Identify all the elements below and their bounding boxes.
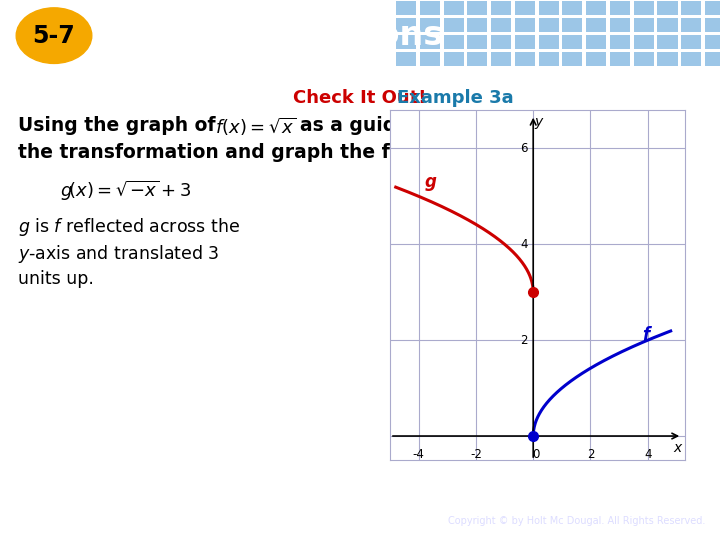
FancyBboxPatch shape (705, 35, 720, 49)
Text: 4: 4 (520, 238, 528, 251)
Text: -2: -2 (470, 448, 482, 461)
Ellipse shape (17, 8, 92, 63)
FancyBboxPatch shape (444, 52, 464, 66)
FancyBboxPatch shape (444, 1, 464, 15)
Text: 0: 0 (532, 448, 539, 461)
Text: 2: 2 (587, 448, 594, 461)
FancyBboxPatch shape (562, 35, 582, 49)
FancyBboxPatch shape (467, 52, 487, 66)
Text: x: x (674, 441, 682, 455)
FancyBboxPatch shape (396, 52, 416, 66)
FancyBboxPatch shape (491, 35, 511, 49)
Text: -4: -4 (413, 448, 425, 461)
Text: f: f (642, 326, 649, 344)
FancyBboxPatch shape (420, 35, 440, 49)
FancyBboxPatch shape (539, 35, 559, 49)
Text: as a guide, describe: as a guide, describe (300, 116, 513, 135)
FancyBboxPatch shape (396, 35, 416, 49)
Text: units up.: units up. (18, 270, 94, 288)
Text: 5-7: 5-7 (32, 24, 76, 48)
FancyBboxPatch shape (705, 1, 720, 15)
Text: 4: 4 (644, 448, 652, 461)
FancyBboxPatch shape (562, 18, 582, 32)
FancyBboxPatch shape (515, 1, 535, 15)
FancyBboxPatch shape (657, 35, 678, 49)
FancyBboxPatch shape (610, 52, 630, 66)
Text: 2: 2 (520, 334, 528, 347)
FancyBboxPatch shape (657, 52, 678, 66)
FancyBboxPatch shape (705, 18, 720, 32)
FancyBboxPatch shape (491, 52, 511, 66)
Text: 6: 6 (520, 142, 528, 155)
FancyBboxPatch shape (610, 1, 630, 15)
FancyBboxPatch shape (681, 1, 701, 15)
Text: Radical Functions: Radical Functions (112, 19, 443, 52)
FancyBboxPatch shape (467, 35, 487, 49)
FancyBboxPatch shape (705, 52, 720, 66)
FancyBboxPatch shape (515, 18, 535, 32)
FancyBboxPatch shape (562, 52, 582, 66)
FancyBboxPatch shape (491, 1, 511, 15)
FancyBboxPatch shape (586, 35, 606, 49)
FancyBboxPatch shape (610, 35, 630, 49)
FancyBboxPatch shape (539, 52, 559, 66)
FancyBboxPatch shape (610, 18, 630, 32)
FancyBboxPatch shape (562, 1, 582, 15)
FancyBboxPatch shape (515, 52, 535, 66)
Text: $f(x){=}\sqrt{x}$: $f(x){=}\sqrt{x}$ (215, 116, 297, 138)
FancyBboxPatch shape (467, 18, 487, 32)
FancyBboxPatch shape (539, 18, 559, 32)
FancyBboxPatch shape (396, 18, 416, 32)
Text: the transformation and graph the function.: the transformation and graph the functio… (18, 143, 476, 162)
Text: Example 3a: Example 3a (397, 89, 513, 107)
Text: Holt McDougal Algebra 2: Holt McDougal Algebra 2 (11, 514, 158, 527)
Text: Check It Out!: Check It Out! (293, 89, 427, 107)
Text: $g\!\left(x\right)=\sqrt{-x}+3$: $g\!\left(x\right)=\sqrt{-x}+3$ (60, 179, 191, 204)
FancyBboxPatch shape (681, 35, 701, 49)
FancyBboxPatch shape (539, 1, 559, 15)
FancyBboxPatch shape (444, 35, 464, 49)
Text: Copyright © by Holt Mc Dougal. All Rights Reserved.: Copyright © by Holt Mc Dougal. All Right… (449, 516, 706, 525)
FancyBboxPatch shape (396, 1, 416, 15)
Text: $g$ is $f$ reflected across the: $g$ is $f$ reflected across the (18, 216, 240, 238)
FancyBboxPatch shape (420, 1, 440, 15)
Text: g: g (424, 173, 436, 191)
FancyBboxPatch shape (491, 18, 511, 32)
FancyBboxPatch shape (420, 18, 440, 32)
Text: Using the graph of: Using the graph of (18, 116, 215, 135)
FancyBboxPatch shape (586, 1, 606, 15)
FancyBboxPatch shape (657, 18, 678, 32)
FancyBboxPatch shape (586, 18, 606, 32)
FancyBboxPatch shape (467, 1, 487, 15)
FancyBboxPatch shape (634, 35, 654, 49)
FancyBboxPatch shape (681, 18, 701, 32)
Text: $y$-axis and translated 3: $y$-axis and translated 3 (18, 243, 220, 265)
Text: y: y (534, 115, 542, 129)
FancyBboxPatch shape (634, 18, 654, 32)
FancyBboxPatch shape (515, 35, 535, 49)
FancyBboxPatch shape (634, 52, 654, 66)
FancyBboxPatch shape (444, 18, 464, 32)
FancyBboxPatch shape (657, 1, 678, 15)
FancyBboxPatch shape (634, 1, 654, 15)
FancyBboxPatch shape (586, 52, 606, 66)
FancyBboxPatch shape (420, 52, 440, 66)
FancyBboxPatch shape (681, 52, 701, 66)
